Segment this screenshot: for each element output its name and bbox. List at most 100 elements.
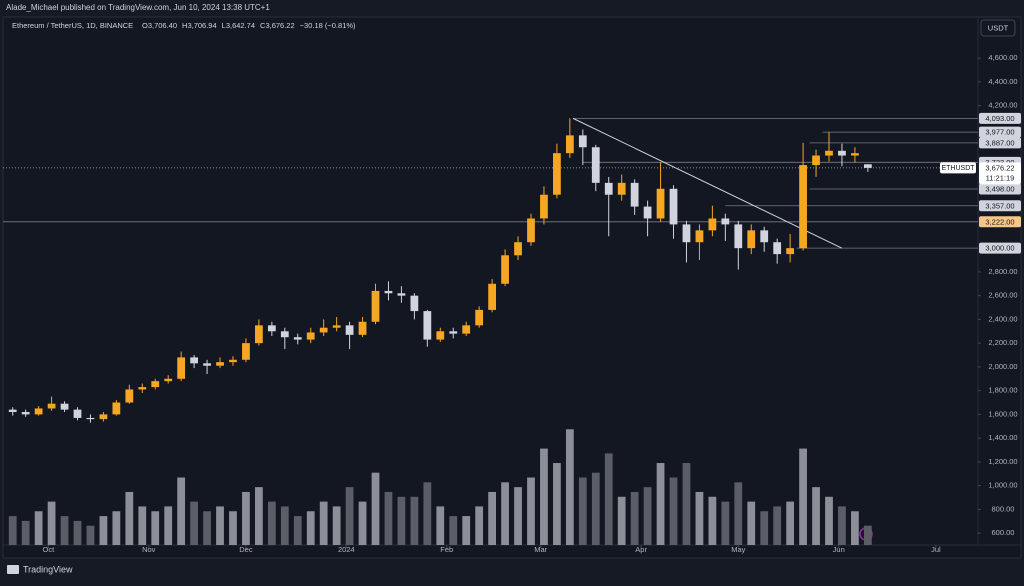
countdown-label: 11:21:19 xyxy=(986,173,1015,182)
logo-icon xyxy=(7,565,19,574)
level-label: 3,723.00 xyxy=(985,158,1014,167)
author-line: Alade_Michael published on TradingView.c… xyxy=(6,3,270,12)
symbol-label: ETHUSDT xyxy=(941,165,975,172)
y-tick-label: 1,000.00 xyxy=(988,481,1017,490)
volume-bar xyxy=(47,501,56,545)
candle-body xyxy=(47,403,56,409)
candle-body xyxy=(255,325,263,344)
volume-bar xyxy=(449,516,458,545)
candle-body xyxy=(462,325,471,334)
candle-body xyxy=(851,153,859,156)
volume-bar xyxy=(617,496,626,545)
candle-body xyxy=(604,182,613,195)
volume-bar xyxy=(125,491,134,545)
currency-button-label[interactable]: USDT xyxy=(988,23,1009,32)
volume-bar xyxy=(540,448,548,545)
volume-bar xyxy=(863,525,872,545)
y-tick-label: 4,200.00 xyxy=(988,101,1017,110)
candle-body xyxy=(177,357,186,379)
x-tick-label: Apr xyxy=(635,545,647,554)
candle-body xyxy=(319,327,328,333)
level-label-box xyxy=(979,216,1021,228)
y-tick-label: 1,600.00 xyxy=(988,409,1017,418)
candle-body xyxy=(799,165,807,249)
volume-bar xyxy=(319,501,328,545)
volume-bar xyxy=(475,506,484,545)
volume-bar xyxy=(669,477,678,545)
x-tick-label: Jun xyxy=(833,545,845,554)
candle-body xyxy=(786,248,795,255)
volume-bar xyxy=(721,501,730,545)
currency-button[interactable] xyxy=(980,19,1016,37)
candle-body xyxy=(151,381,160,388)
candle-body xyxy=(825,150,833,156)
volume-bar xyxy=(462,516,471,545)
volume-bar xyxy=(151,511,160,545)
volume-bar xyxy=(514,487,522,545)
volume-bar xyxy=(838,506,846,545)
volume-bar xyxy=(786,501,795,545)
volume-bar xyxy=(734,482,743,545)
volume-bar xyxy=(436,506,445,545)
candle-body xyxy=(565,135,574,154)
volume-bar xyxy=(60,516,69,545)
y-tick-label: 2,400.00 xyxy=(988,314,1017,323)
symbol-label-box xyxy=(940,162,976,174)
volume-bar xyxy=(825,496,833,545)
candle-body xyxy=(345,325,354,335)
level-label: 3,498.00 xyxy=(985,185,1014,194)
candle-body xyxy=(358,321,367,335)
y-tick-label: 800.00 xyxy=(992,504,1015,513)
ohlc-value: O3,706.40 xyxy=(142,21,177,30)
candle-body xyxy=(34,408,43,415)
candle-body xyxy=(812,155,820,166)
level-label-box xyxy=(979,112,1021,124)
volume-bar xyxy=(190,501,198,545)
candle-body xyxy=(125,389,134,403)
candle-body xyxy=(669,188,678,225)
candle-body xyxy=(138,387,147,390)
volume-bar xyxy=(358,501,367,545)
volume-bar xyxy=(371,472,380,545)
level-label-box xyxy=(979,183,1021,195)
volume-bar xyxy=(488,491,497,545)
candle-body xyxy=(501,255,509,284)
candle-body xyxy=(773,242,782,255)
volume-bar xyxy=(306,511,315,545)
candle-body xyxy=(410,295,419,312)
y-tick-label: 4,400.00 xyxy=(988,77,1017,86)
candle-body xyxy=(267,325,276,332)
volume-bar xyxy=(708,496,717,545)
x-tick-label: Jul xyxy=(931,545,941,554)
candle-body xyxy=(527,218,535,243)
level-label: 3,357.00 xyxy=(985,201,1014,210)
ohlc-value: −30.18 (−0.81%) xyxy=(300,21,356,30)
candle-body xyxy=(112,402,121,415)
candle-body xyxy=(60,403,69,410)
volume-bar xyxy=(656,463,665,545)
ohlc-value: C3,676.22 xyxy=(260,21,295,30)
candle-body xyxy=(280,331,289,338)
candle-body xyxy=(332,325,341,328)
y-tick-label: 1,400.00 xyxy=(988,433,1017,442)
volume-bar xyxy=(138,506,147,545)
candle-body xyxy=(384,290,393,294)
candle-body xyxy=(306,332,315,340)
volume-bar xyxy=(345,487,354,545)
level-label: 3,977.00 xyxy=(985,128,1014,137)
candle-body xyxy=(643,206,652,219)
volume-bar xyxy=(630,491,639,545)
candle-body xyxy=(682,224,691,243)
x-tick-label: Feb xyxy=(440,545,453,554)
volume-bar xyxy=(760,511,769,545)
candle-body xyxy=(695,230,704,243)
level-label-box xyxy=(979,126,1021,138)
candle-body xyxy=(293,337,302,340)
candle-body xyxy=(617,182,626,195)
candle-body xyxy=(190,357,198,364)
volume-bar xyxy=(216,506,224,545)
candle-body xyxy=(591,147,600,183)
y-tick-label: 2,600.00 xyxy=(988,291,1017,300)
candle-body xyxy=(747,230,756,249)
